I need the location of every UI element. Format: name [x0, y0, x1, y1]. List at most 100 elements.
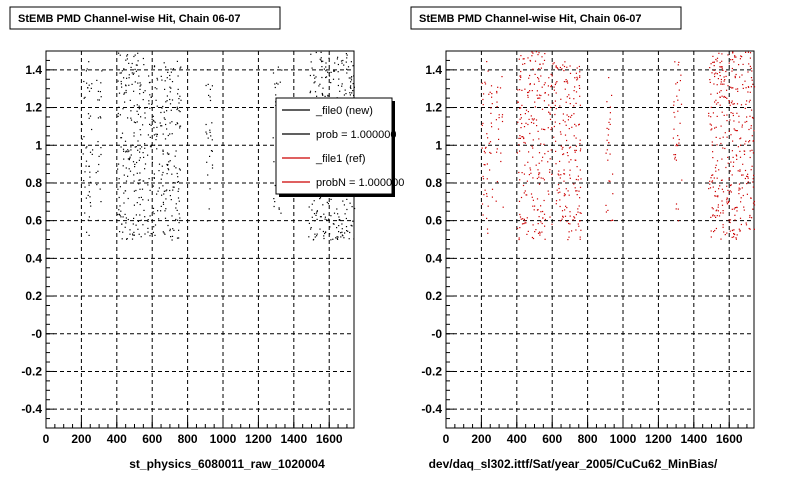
scatter-point	[164, 138, 167, 140]
scatter-point	[524, 113, 526, 115]
scatter-point	[562, 216, 564, 218]
scatter-point	[321, 61, 323, 63]
scatter-point	[723, 231, 725, 233]
scatter-point	[578, 65, 580, 68]
scatter-point	[147, 182, 149, 184]
scatter-point	[523, 218, 525, 220]
scatter-point	[141, 188, 144, 190]
scatter-point	[738, 189, 740, 191]
scatter-point	[537, 223, 539, 225]
scatter-point	[83, 144, 85, 146]
scatter-point	[179, 111, 181, 113]
scatter-point	[745, 140, 747, 142]
scatter-point	[351, 206, 353, 208]
scatter-point	[736, 158, 738, 160]
scatter-point	[564, 194, 566, 196]
scatter-point	[343, 237, 345, 239]
scatter-point	[568, 94, 570, 96]
scatter-point	[709, 67, 711, 69]
scatter-point	[522, 184, 525, 187]
scatter-point	[750, 86, 752, 88]
scatter-point	[560, 133, 562, 135]
scatter-point	[565, 188, 567, 190]
scatter-point	[169, 74, 171, 77]
scatter-point	[133, 132, 135, 134]
scatter-point	[323, 237, 325, 240]
scatter-point	[170, 199, 172, 201]
y-tick-label: -0	[31, 327, 42, 341]
scatter-point	[711, 207, 713, 209]
scatter-point	[123, 174, 125, 176]
x-tick-label: 1400	[680, 432, 707, 446]
scatter-point	[316, 233, 318, 235]
scatter-point	[483, 164, 485, 166]
scatter-point	[161, 174, 163, 176]
scatter-point	[714, 127, 716, 129]
scatter-point	[487, 70, 489, 72]
scatter-point	[133, 135, 135, 137]
scatter-point	[170, 109, 172, 111]
scatter-point	[575, 190, 577, 192]
scatter-point	[519, 137, 521, 139]
scatter-point	[713, 83, 715, 85]
scatter-point	[313, 213, 316, 215]
scatter-point	[736, 155, 738, 157]
scatter-point	[579, 197, 581, 199]
scatter-point	[710, 230, 712, 232]
scatter-point	[162, 231, 164, 233]
scatter-point	[715, 103, 718, 105]
scatter-point	[722, 224, 724, 226]
scatter-point	[117, 115, 119, 117]
scatter-point	[740, 223, 742, 226]
scatter-point	[733, 161, 735, 163]
x-tick-label: 600	[542, 432, 562, 446]
scatter-point	[162, 133, 164, 135]
scatter-point	[753, 86, 756, 88]
scatter-point	[489, 151, 491, 154]
scatter-point	[122, 216, 124, 218]
scatter-point	[496, 151, 498, 153]
scatter-point	[540, 211, 542, 213]
scatter-point	[100, 96, 102, 98]
scatter-point	[738, 187, 740, 189]
scatter-point	[144, 168, 146, 170]
scatter-point	[150, 124, 152, 126]
scatter-point	[714, 229, 716, 232]
scatter-point	[721, 60, 723, 62]
scatter-point	[579, 212, 581, 214]
scatter-point	[726, 203, 728, 205]
scatter-point	[147, 199, 149, 201]
scatter-point	[564, 88, 566, 90]
scatter-point	[732, 112, 734, 114]
scatter-point	[179, 125, 182, 127]
scatter-point	[721, 158, 723, 160]
scatter-point	[730, 134, 732, 136]
scatter-point	[711, 174, 713, 176]
scatter-point	[171, 81, 174, 83]
scatter-point	[573, 183, 575, 185]
scatter-point	[167, 153, 169, 155]
scatter-point	[712, 174, 714, 176]
scatter-point	[87, 219, 89, 221]
scatter-point	[142, 124, 144, 126]
scatter-point	[134, 166, 136, 168]
scatter-point	[522, 136, 524, 138]
scatter-point	[176, 209, 178, 211]
scatter-point	[178, 229, 180, 231]
scatter-point	[727, 156, 729, 158]
scatter-point	[750, 169, 752, 171]
scatter-point	[739, 217, 742, 219]
scatter-point	[738, 183, 741, 185]
scatter-point	[496, 90, 498, 93]
scatter-point	[90, 181, 92, 183]
scatter-point	[180, 99, 182, 101]
scatter-point	[497, 86, 499, 88]
scatter-point	[338, 78, 340, 80]
scatter-point	[541, 222, 543, 225]
scatter-point	[557, 68, 559, 70]
scatter-point	[123, 192, 125, 194]
scatter-point	[124, 101, 126, 103]
scatter-point	[176, 181, 179, 183]
scatter-point	[205, 131, 207, 133]
